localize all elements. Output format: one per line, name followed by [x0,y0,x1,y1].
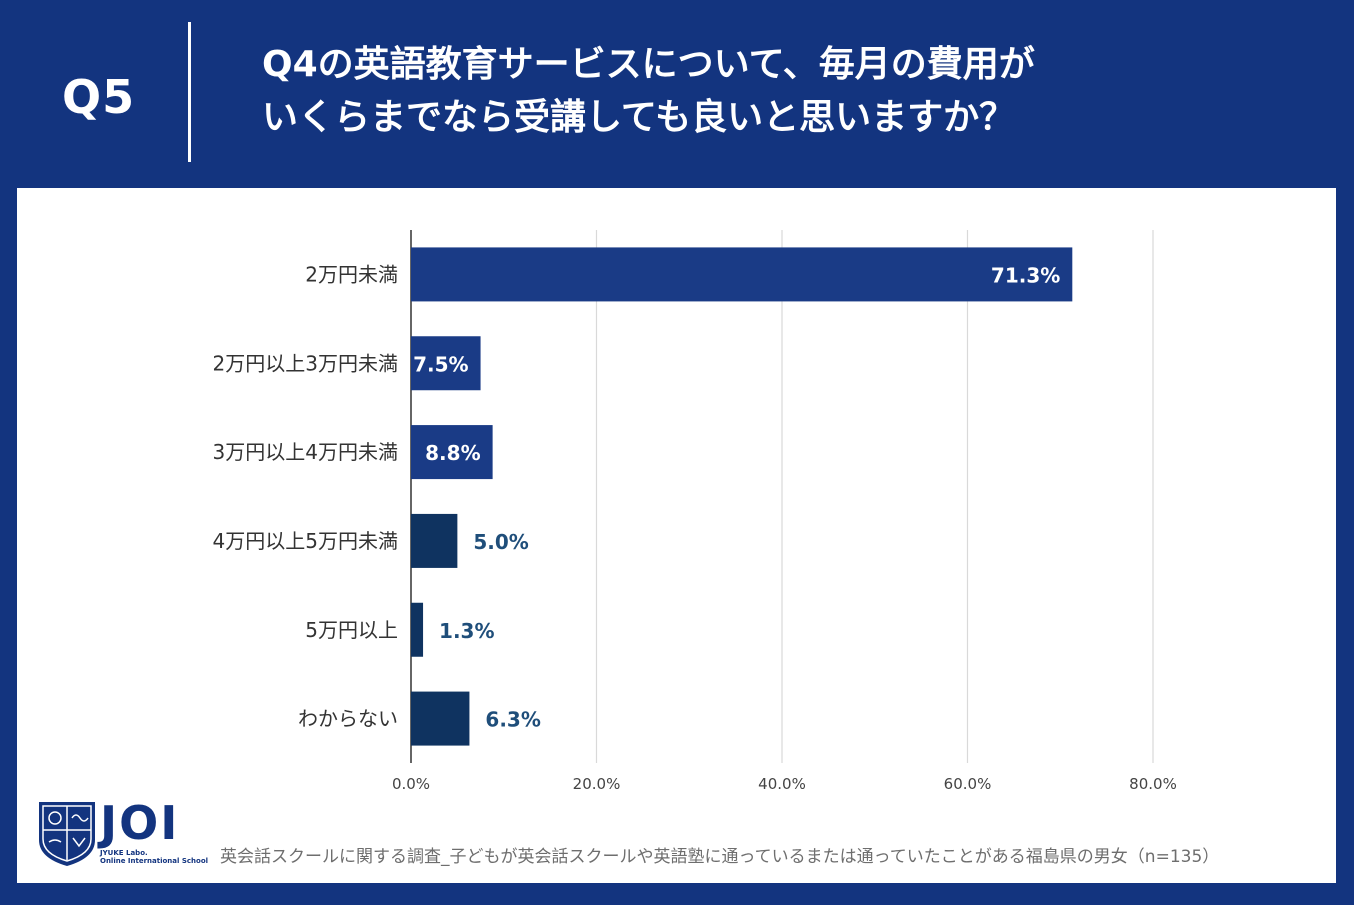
bar-layer [411,247,1073,746]
category-label: 5万円以上 [305,618,398,642]
logo-subtitle-2: Online International School [100,857,209,865]
bar [411,247,1073,302]
joi-logo [39,802,95,866]
logo-wordmark: JOI [100,796,180,850]
question-line-1: Q4の英語教育サービスについて、毎月の費用が [262,44,1035,85]
shield-icon [39,802,95,866]
x-tick-label: 40.0% [758,775,806,793]
value-label: 7.5% [413,352,468,376]
header: Q5 Q4の英語教育サービスについて、毎月の費用が いくらまでなら受講しても良い… [0,0,1354,188]
value-label: 71.3% [991,263,1060,287]
label-layer: 0.0% 20.0% 40.0% 60.0% 80.0% 2万円未満 71.3% 2万円以上3… [213,262,1177,793]
bar [411,602,424,657]
x-tick-label: 60.0% [944,775,992,793]
question-text: Q4の英語教育サービスについて、毎月の費用が いくらまでなら受講しても良いと思い… [262,38,1262,144]
value-label: 1.3% [439,619,494,643]
logo-subtitle-1: JYUKE Labo. [100,849,148,857]
bar [411,691,470,746]
x-tick-label: 0.0% [392,775,430,793]
bar [411,425,493,480]
grid-layer [410,230,1154,763]
category-label: 4万円以上5万円未満 [213,529,398,553]
category-label: 3万円以上4万円未満 [213,440,398,464]
chart-panel [17,188,1336,883]
category-label: 2万円以上3万円未満 [213,351,398,375]
footnote: 英会話スクールに関する調査_子どもが英会話スクールや英語塾に通っているまたは通っ… [220,847,1220,867]
x-tick-label: 20.0% [573,775,621,793]
value-label: 5.0% [473,530,528,554]
value-label: 6.3% [485,708,540,732]
x-tick-label: 80.0% [1129,775,1177,793]
category-label: わからない [298,707,398,731]
bar [411,336,481,391]
question-line-2: いくらまでなら受講しても良いと思いますか？ [262,97,1016,138]
header-divider [188,22,191,162]
question-number: Q5 [62,70,136,124]
category-label: 2万円未満 [305,262,398,286]
value-label: 8.8% [425,441,480,465]
bar [411,513,458,568]
